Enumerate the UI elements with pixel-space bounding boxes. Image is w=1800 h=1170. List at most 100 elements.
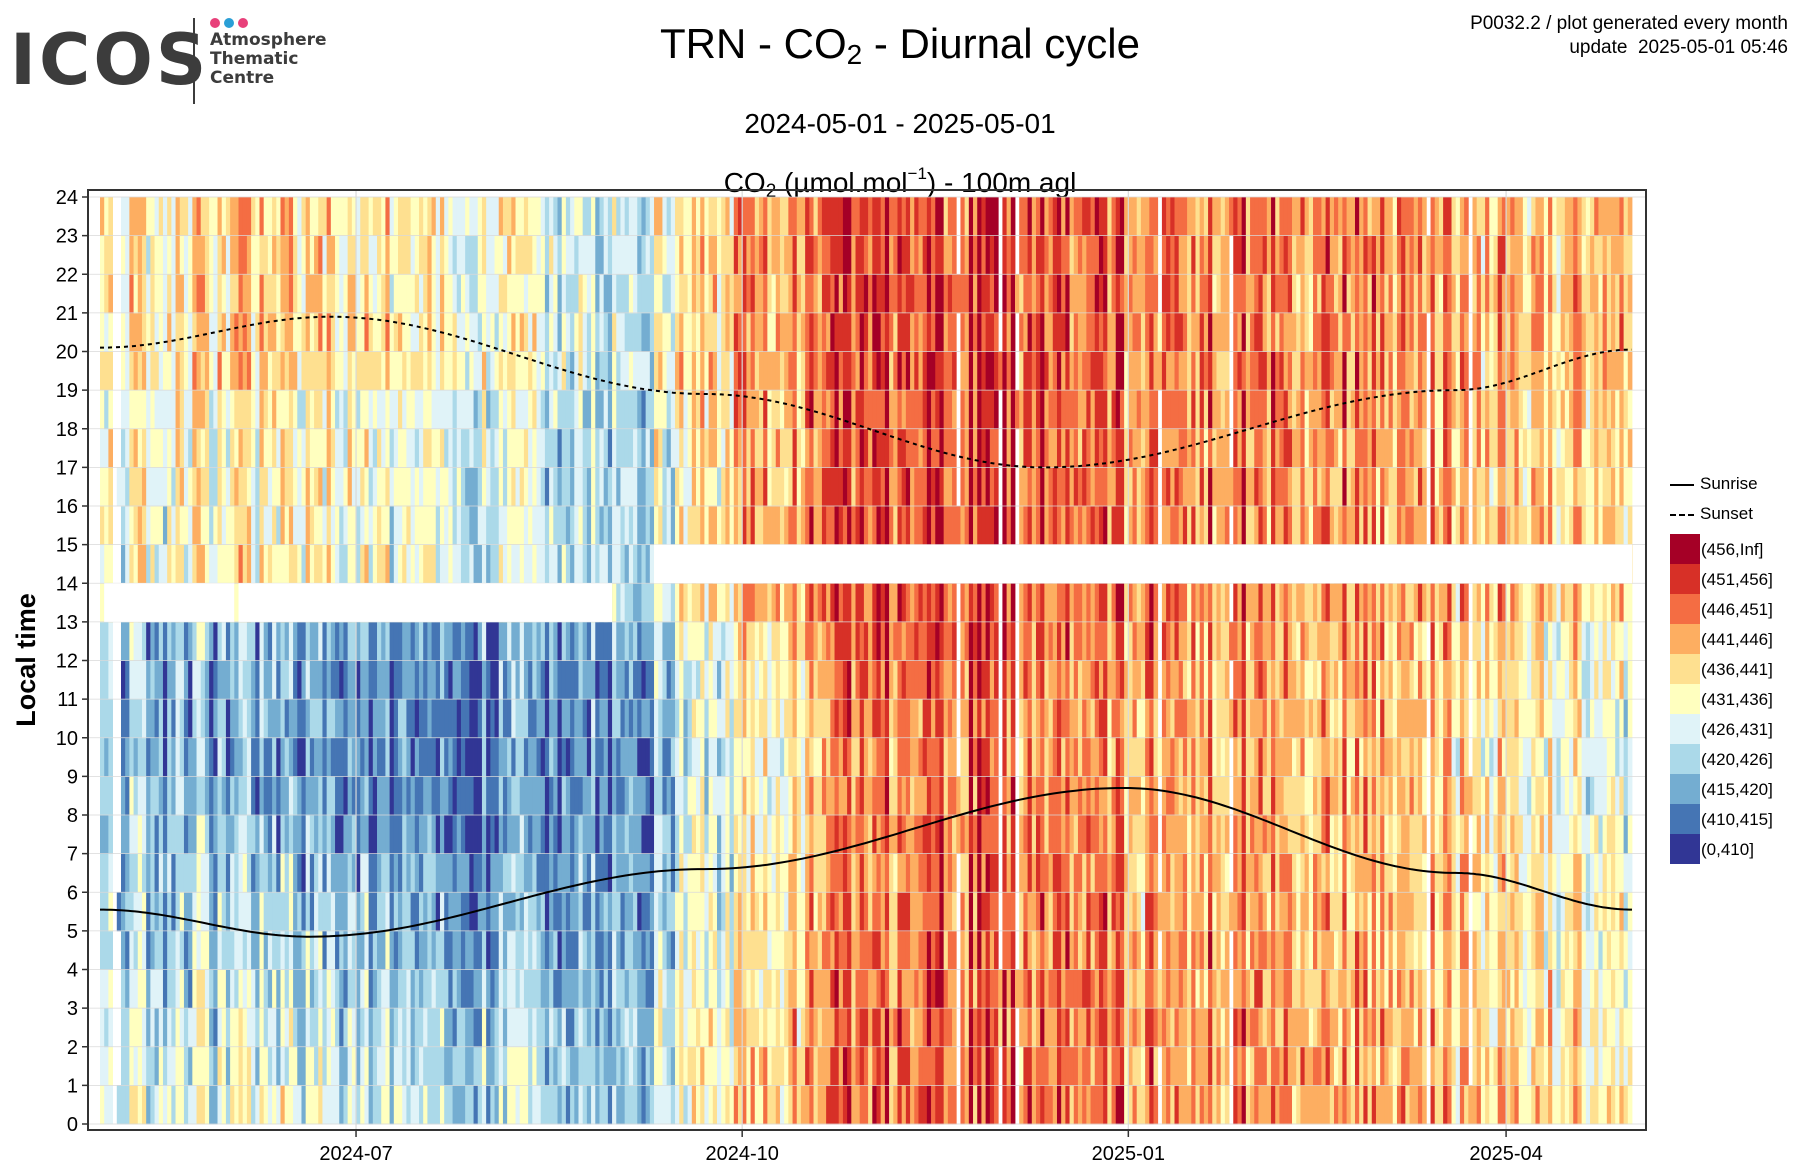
heatmap-cell	[200, 312, 206, 352]
heatmap-cell	[213, 428, 218, 468]
heatmap-cell	[922, 737, 928, 777]
heatmap-cell	[754, 892, 760, 932]
heatmap-cell	[855, 1008, 861, 1048]
heatmap-cell	[800, 583, 806, 623]
heatmap-cell	[398, 930, 403, 970]
heatmap-cell	[213, 197, 218, 237]
heatmap-cell	[616, 1008, 621, 1048]
heatmap-cell	[620, 197, 626, 237]
heatmap-cell	[670, 274, 676, 314]
heatmap-cell	[704, 853, 710, 893]
heatmap-cell	[821, 197, 827, 237]
heatmap-cell	[901, 930, 907, 970]
heatmap-cell	[481, 776, 487, 816]
heatmap-cell	[935, 1085, 940, 1125]
heatmap-cell	[196, 312, 202, 352]
heatmap-cell	[301, 1046, 307, 1086]
heatmap-cell	[721, 583, 726, 623]
heatmap-cell	[167, 312, 172, 352]
heatmap-cell	[364, 351, 370, 391]
heatmap-cell	[712, 1046, 718, 1086]
heatmap-cell	[910, 892, 915, 932]
heatmap-cell	[519, 930, 525, 970]
heatmap-cell	[490, 815, 495, 855]
heatmap-cell	[385, 621, 391, 661]
heatmap-cell	[821, 699, 827, 739]
heatmap-cell	[553, 312, 558, 352]
heatmap-cell	[347, 621, 353, 661]
heatmap-cell	[624, 351, 630, 391]
heatmap-cell	[725, 930, 730, 970]
heatmap-cell	[301, 351, 307, 391]
heatmap-cell	[133, 621, 139, 661]
heatmap-cell	[914, 390, 919, 430]
heatmap-cell	[633, 621, 638, 661]
heatmap-cell	[637, 969, 642, 1009]
heatmap-cell	[246, 1046, 252, 1086]
heatmap-cell	[221, 776, 227, 816]
heatmap-cell	[960, 737, 966, 777]
heatmap-cell	[754, 621, 760, 661]
heatmap-cell	[889, 621, 894, 661]
heatmap-cell	[599, 1008, 605, 1048]
heatmap-cell	[343, 390, 349, 430]
heatmap-cell	[599, 235, 605, 275]
heatmap-cell	[314, 699, 319, 739]
heatmap-cell	[335, 660, 340, 700]
heatmap-cell	[637, 506, 642, 546]
heatmap-cell	[133, 969, 139, 1009]
heatmap-cell	[599, 930, 605, 970]
heatmap-cell	[805, 853, 810, 893]
heatmap-cell	[578, 390, 584, 430]
heatmap-cell	[280, 351, 286, 391]
heatmap-cell	[721, 1008, 726, 1048]
heatmap-cell	[427, 390, 432, 430]
heatmap-cell	[603, 1008, 609, 1048]
heatmap-cell	[616, 428, 621, 468]
heatmap-cell	[847, 583, 852, 623]
heatmap-cell	[398, 506, 403, 546]
heatmap-cell	[129, 737, 134, 777]
heatmap-cell	[528, 235, 533, 275]
heatmap-cell	[515, 737, 521, 777]
heatmap-cell	[314, 1085, 319, 1125]
heatmap-cell	[276, 853, 281, 893]
heatmap-cell	[523, 235, 529, 275]
heatmap-cell	[137, 390, 143, 430]
heatmap-cell	[670, 467, 676, 507]
heatmap-cell	[452, 390, 458, 430]
heatmap-cell	[620, 544, 626, 584]
heatmap-cell	[968, 969, 974, 1009]
heatmap-cell	[633, 1085, 638, 1125]
heatmap-cell	[754, 1085, 760, 1125]
heatmap-cell	[100, 351, 105, 391]
heatmap-cell	[683, 776, 689, 816]
heatmap-cell	[578, 428, 584, 468]
heatmap-cell	[209, 930, 214, 970]
heatmap-cell	[557, 621, 563, 661]
heatmap-cell	[314, 1046, 319, 1086]
heatmap-cell	[108, 506, 113, 546]
heatmap-cell	[406, 467, 411, 507]
heatmap-cell	[108, 930, 113, 970]
heatmap-cell	[318, 274, 323, 314]
heatmap-cell	[578, 621, 584, 661]
heatmap-cell	[502, 235, 508, 275]
heatmap-cell	[364, 274, 370, 314]
heatmap-cell	[637, 737, 642, 777]
heatmap-cell	[263, 506, 269, 546]
heatmap-cell	[540, 467, 546, 507]
heatmap-cell	[628, 1008, 634, 1048]
heatmap-cell	[230, 853, 235, 893]
heatmap-cell	[637, 274, 642, 314]
heatmap-cell	[586, 699, 592, 739]
heatmap-cell	[406, 660, 411, 700]
heatmap-cell	[532, 930, 537, 970]
heatmap-cell	[670, 390, 676, 430]
heatmap-cell	[809, 699, 814, 739]
heatmap-cell	[960, 621, 966, 661]
heatmap-cell	[410, 892, 416, 932]
heatmap-cell	[586, 235, 592, 275]
heatmap-cell	[687, 699, 693, 739]
heatmap-cell	[368, 274, 374, 314]
